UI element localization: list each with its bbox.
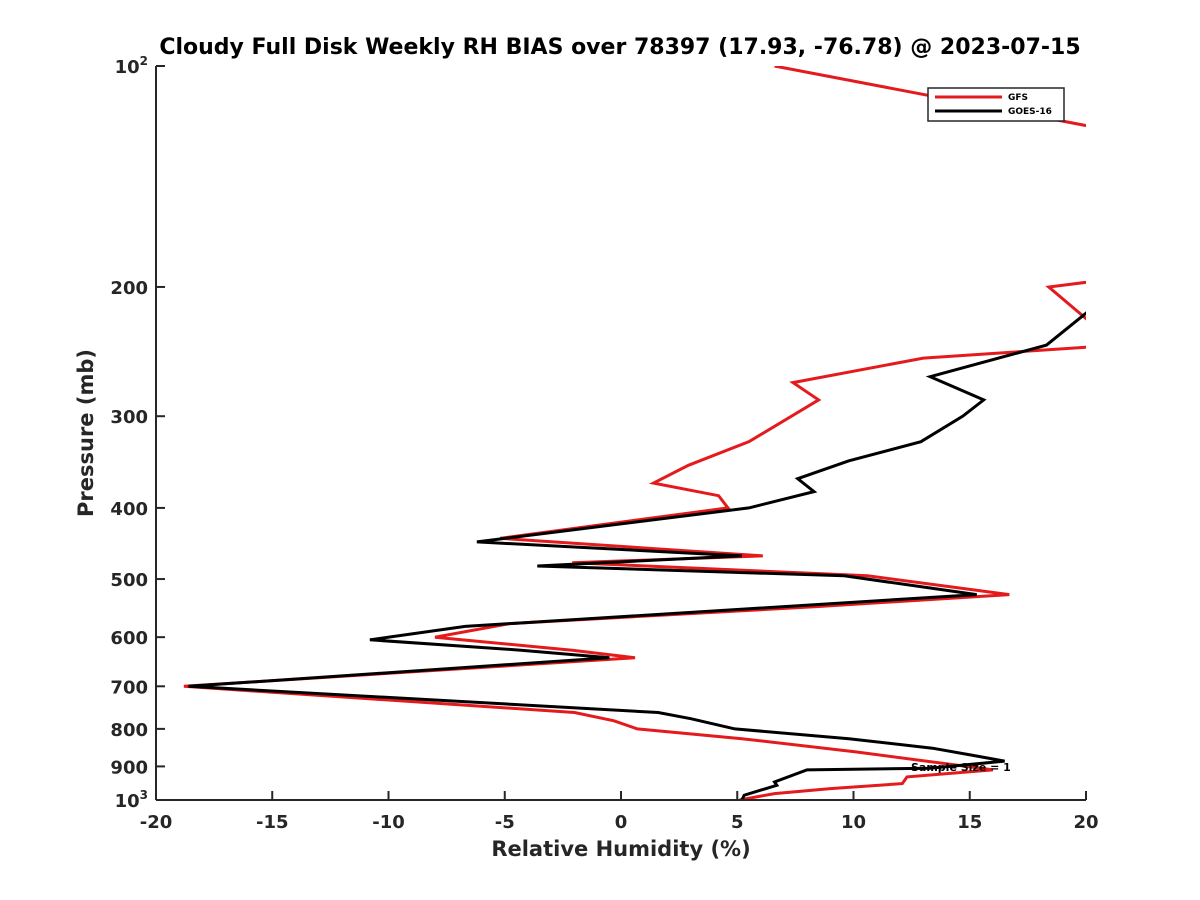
x-tick-label: 5	[731, 812, 744, 833]
x-tick-label: 20	[1073, 812, 1098, 833]
x-tick-label: 10	[841, 812, 866, 833]
legend-label-gfs: GFS	[1008, 93, 1028, 103]
x-axis-label: Relative Humidity (%)	[491, 837, 750, 861]
y-tick-label: 400	[110, 499, 148, 520]
y-tick-label: 200	[110, 278, 148, 299]
y-tick-label: 900	[110, 757, 148, 778]
legend-box	[927, 87, 1065, 122]
legend: GFS GOES-16	[927, 87, 1065, 122]
x-tick-label: -10	[372, 812, 405, 833]
y-tick-label: 500	[110, 570, 148, 591]
series-layer	[183, 66, 1086, 800]
y-ticks: 102 200 300 400 500 600 700 800 900 103	[110, 54, 165, 812]
x-tick-label: 15	[957, 812, 982, 833]
legend-label-goes16: GOES-16	[1008, 107, 1052, 117]
chart-title: Cloudy Full Disk Weekly RH BIAS over 783…	[159, 35, 1080, 60]
y-tick-label: 103	[115, 788, 148, 812]
series-line-gfs	[183, 66, 1086, 800]
y-tick-label: 102	[115, 54, 148, 78]
y-tick-label: 300	[110, 407, 148, 428]
x-tick-label: -20	[140, 812, 173, 833]
y-axis-label: Pressure (mb)	[74, 349, 98, 517]
x-tick-label: -5	[495, 812, 515, 833]
sample-size-annotation: Sample Size = 1	[911, 761, 1011, 774]
x-ticks: -20 -15 -10 -5 0 5 10 15 20	[140, 791, 1099, 833]
y-tick-label: 700	[110, 677, 148, 698]
x-tick-label: -15	[256, 812, 289, 833]
y-tick-label: 800	[110, 720, 148, 741]
x-tick-label: 0	[615, 812, 628, 833]
y-tick-label: 600	[110, 628, 148, 649]
series-line-goes-16	[188, 311, 1086, 800]
